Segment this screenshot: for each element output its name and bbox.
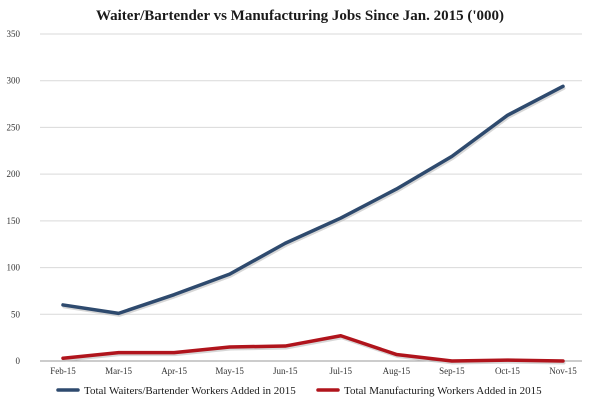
y-tick-label: 50 (11, 309, 21, 319)
data-point-waiters-bartenders (339, 216, 342, 220)
x-tick-label: Aug-15 (383, 366, 411, 376)
x-tick-label: Nov-15 (549, 366, 577, 376)
data-point-manufacturing (339, 334, 342, 337)
series-shadow-manufacturing (62, 336, 566, 365)
y-tick-label: 250 (7, 122, 21, 132)
data-point-waiters-bartenders (395, 187, 398, 191)
data-point-waiters-bartenders (61, 303, 65, 307)
y-tick-label: 0 (16, 356, 21, 366)
data-point-manufacturing (228, 345, 231, 349)
data-point-manufacturing (172, 351, 176, 354)
y-tick-label: 300 (7, 76, 21, 86)
gridlines (40, 33, 582, 315)
data-point-manufacturing (561, 359, 565, 363)
y-tick-label: 200 (7, 169, 21, 179)
x-tick-label: Sep-15 (439, 366, 465, 376)
y-tick-label: 350 (7, 29, 21, 39)
data-point-waiters-bartenders (117, 312, 120, 315)
data-point-waiters-bartenders (172, 293, 176, 296)
x-tick-label: Feb-15 (50, 366, 76, 376)
x-axis-ticks: Feb-15 Mar-15 Apr-15 May-15 Jun-15 Jul-15 Aug-… (50, 366, 577, 376)
series-line-waiters-bartenders (61, 84, 565, 316)
data-point-waiters-bartenders (561, 85, 565, 88)
y-axis-ticks: 0 50 100 150 200 250 300 350 (7, 29, 21, 366)
data-point-waiters-bartenders (506, 114, 509, 117)
series-line-manufacturing (61, 334, 565, 363)
series-shadow-waiters-bartenders (62, 86, 566, 317)
data-point-waiters-bartenders (228, 272, 231, 276)
x-tick-label: Apr-15 (161, 366, 187, 376)
legend-label-manufacturing: Total Manufacturing Workers Added in 201… (344, 385, 542, 397)
data-point-manufacturing (117, 351, 120, 354)
y-tick-label: 100 (7, 263, 21, 273)
y-tick-label: 150 (7, 216, 21, 226)
data-point-manufacturing (284, 344, 287, 348)
data-point-manufacturing (395, 353, 398, 356)
data-point-manufacturing (506, 358, 509, 362)
data-point-manufacturing (450, 359, 454, 363)
x-tick-label: Jul-15 (330, 366, 353, 376)
chart-title: Waiter/Bartender vs Manufacturing Jobs S… (96, 8, 504, 24)
legend: Total Waiters/Bartender Workers Added in… (56, 385, 542, 397)
data-point-waiters-bartenders (450, 155, 454, 158)
data-point-waiters-bartenders (284, 242, 287, 245)
data-point-manufacturing (61, 356, 65, 360)
x-tick-label: May-15 (215, 366, 244, 376)
x-tick-label: Oct-15 (495, 366, 520, 376)
x-tick-label: Jun-15 (273, 366, 298, 376)
series-group (61, 84, 566, 365)
legend-label-waiters: Total Waiters/Bartender Workers Added in… (84, 385, 296, 397)
x-tick-label: Mar-15 (105, 366, 132, 376)
